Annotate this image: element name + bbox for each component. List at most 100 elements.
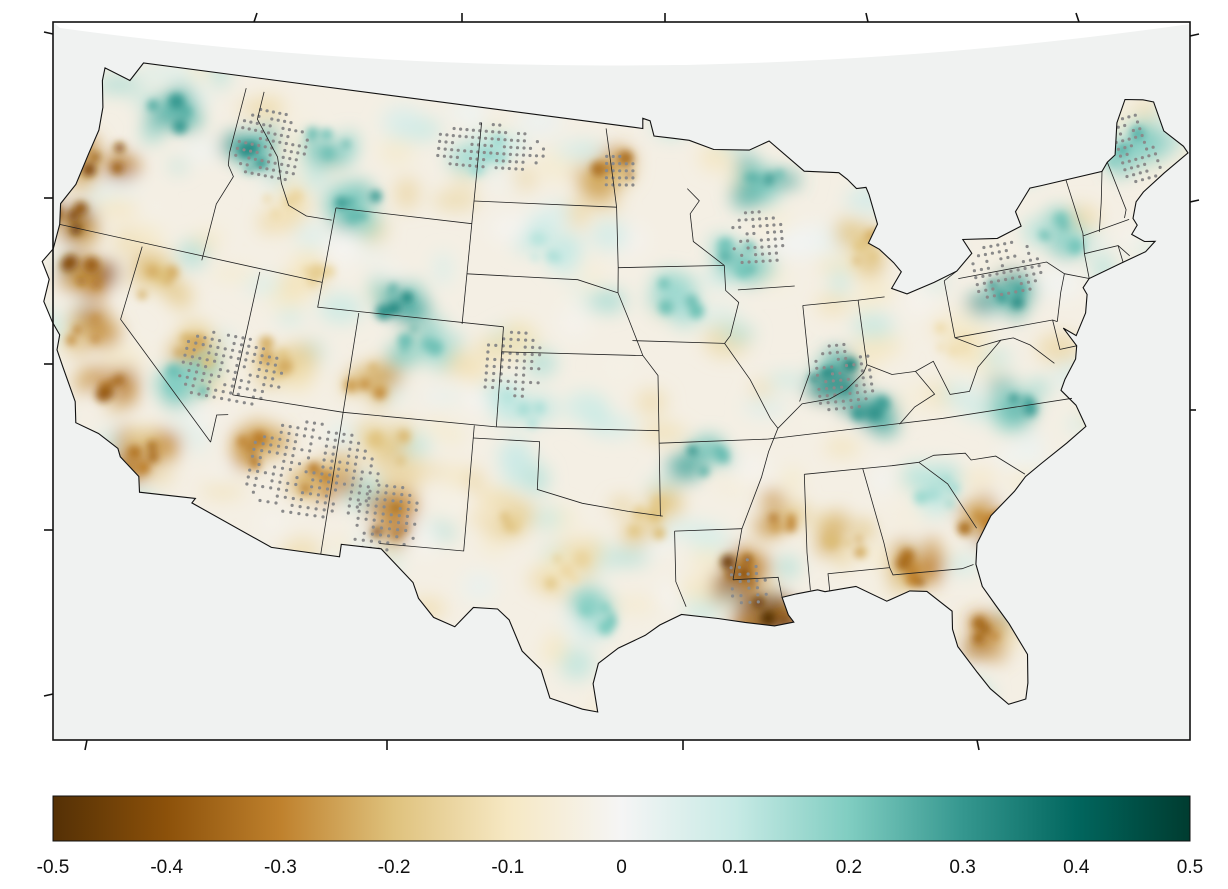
significance-dot [1003, 242, 1006, 245]
significance-dot [331, 509, 334, 512]
significance-dot [538, 353, 541, 356]
significance-dot [249, 150, 252, 153]
anomaly-speck [854, 549, 862, 557]
significance-dot [974, 276, 977, 279]
significance-dot [458, 135, 461, 138]
significance-dot [1026, 245, 1029, 248]
significance-dot [256, 470, 259, 473]
anomaly-speck [1068, 239, 1083, 254]
significance-dot [1000, 293, 1003, 296]
significance-dot [760, 246, 763, 249]
significance-dot [194, 342, 197, 345]
significance-dot [365, 499, 368, 502]
anomaly-blob [258, 511, 287, 533]
significance-dot [193, 348, 196, 351]
significance-dot [524, 339, 527, 342]
significance-dot [246, 387, 249, 390]
significance-dot [401, 486, 404, 489]
significance-dot [1148, 176, 1151, 179]
significance-dot [462, 164, 465, 167]
anomaly-blob [784, 467, 802, 494]
anomaly-blob [0, 319, 23, 351]
frame-tick [1190, 34, 1199, 36]
significance-dot [514, 167, 517, 170]
significance-dot [263, 435, 266, 438]
significance-dot [1121, 139, 1124, 142]
significance-dot [521, 388, 524, 391]
anomaly-blob [424, 387, 440, 406]
anomaly-speck [854, 257, 861, 264]
significance-dot [399, 507, 402, 510]
significance-dot [204, 365, 207, 368]
significance-dot [515, 153, 518, 156]
significance-dot [266, 362, 269, 365]
significance-dot [289, 425, 292, 428]
anomaly-speck [545, 577, 557, 589]
significance-dot [825, 387, 828, 390]
anomaly-speck [531, 232, 544, 245]
anomaly-blob [143, 123, 161, 143]
significance-dot [491, 130, 494, 133]
significance-dot [780, 230, 783, 233]
anomaly-speck [370, 190, 382, 202]
significance-dot [238, 140, 241, 143]
anomaly-speck [112, 162, 123, 173]
anomaly-speck [652, 496, 667, 511]
anomaly-blob [769, 230, 807, 256]
anomaly-speck [962, 345, 968, 351]
significance-dot [187, 340, 190, 343]
significance-dot [827, 408, 830, 411]
significance-dot [508, 160, 511, 163]
significance-dot [357, 498, 360, 501]
significance-dot [284, 178, 287, 181]
significance-dot [482, 158, 485, 161]
colorbar-tick-label: -0.4 [150, 857, 183, 878]
significance-dot [522, 154, 525, 157]
significance-dot [206, 358, 209, 361]
anomaly-blob [531, 507, 563, 530]
significance-dot [489, 151, 492, 154]
anomaly-blob [1037, 267, 1080, 299]
anomaly-blob [722, 326, 754, 342]
colorbar-tick-label: -0.2 [378, 857, 411, 878]
anomaly-speck [769, 513, 778, 522]
anomaly-speck [398, 333, 413, 348]
significance-dot [249, 121, 252, 124]
anomaly-speck [505, 522, 513, 530]
significance-dot [537, 381, 540, 384]
significance-dot [516, 146, 519, 149]
anomaly-blob [0, 345, 16, 376]
significance-dot [754, 253, 757, 256]
significance-dot [234, 371, 237, 374]
significance-dot [756, 593, 759, 596]
significance-dot [868, 368, 871, 371]
significance-dot [385, 548, 388, 551]
significance-dot [493, 358, 496, 361]
significance-dot [278, 438, 281, 441]
significance-dot [318, 437, 321, 440]
significance-dot [1005, 249, 1008, 252]
significance-dot [373, 519, 376, 522]
significance-dot [1134, 158, 1137, 161]
significance-dot [267, 160, 270, 163]
significance-dot [261, 485, 264, 488]
significance-dot [523, 360, 526, 363]
significance-dot [758, 210, 761, 213]
significance-dot [1159, 166, 1162, 169]
anomaly-speck [173, 119, 188, 134]
significance-dot [405, 522, 408, 525]
anomaly-speck [948, 483, 959, 494]
anomaly-speck [718, 238, 733, 253]
significance-dot [775, 252, 778, 255]
significance-dot [459, 128, 462, 131]
anomaly-speck [321, 129, 333, 141]
significance-dot [1022, 260, 1025, 263]
anomaly-blob [1197, 498, 1228, 527]
significance-dot [281, 127, 284, 130]
significance-dot [828, 351, 831, 354]
anomaly-blob [0, 514, 10, 545]
colorbar-tick-label: -0.3 [264, 857, 297, 878]
significance-dot [281, 510, 284, 513]
